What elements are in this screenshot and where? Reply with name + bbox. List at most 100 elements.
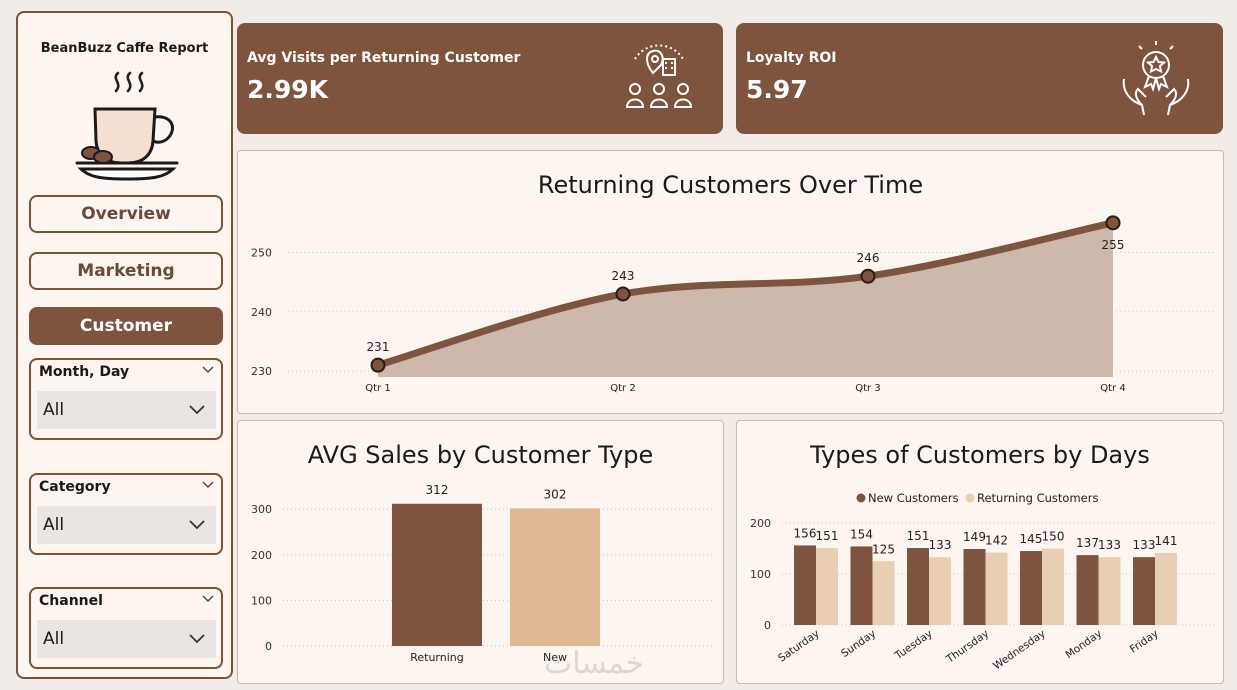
bar bbox=[510, 508, 600, 646]
bar bbox=[1133, 557, 1155, 625]
data-label: 125 bbox=[872, 542, 895, 556]
chevron-down-icon bbox=[189, 405, 205, 415]
data-point bbox=[370, 357, 386, 373]
legend-marker bbox=[856, 493, 866, 503]
chart-title: Types of Customers by Days bbox=[810, 441, 1150, 469]
y-tick-label: 0 bbox=[265, 640, 272, 653]
bar bbox=[392, 503, 482, 646]
x-tick-label: Qtr 3 bbox=[855, 383, 880, 394]
bar bbox=[1155, 553, 1177, 625]
x-tick-label: Qtr 2 bbox=[610, 383, 635, 394]
chevron-down-icon bbox=[189, 634, 205, 644]
clustered-bar-chart: 0 100 200 New Customers Returning Customers 1… bbox=[750, 491, 1215, 673]
kpi-label: Loyalty ROI bbox=[746, 50, 837, 66]
x-tick-label: Saturday bbox=[776, 628, 822, 665]
bar bbox=[963, 549, 986, 625]
bar bbox=[872, 561, 895, 625]
data-label: 151 bbox=[816, 529, 839, 543]
data-label: 231 bbox=[367, 340, 390, 354]
data-label: 142 bbox=[985, 534, 1008, 548]
bar bbox=[850, 546, 873, 625]
chevron-down-icon[interactable] bbox=[201, 364, 215, 376]
data-point bbox=[615, 286, 631, 302]
data-label: 302 bbox=[544, 487, 567, 501]
bar bbox=[1042, 548, 1064, 625]
x-tick-label: Tuesday bbox=[892, 628, 935, 663]
nav-overview-button[interactable]: Overview bbox=[29, 195, 223, 233]
dropdown-value: All bbox=[43, 515, 65, 535]
bar-chart: 0 100 200 300 312 Returning 302 New bbox=[251, 483, 713, 664]
watermark: خمسات bbox=[544, 646, 645, 681]
nav-marketing-button[interactable]: Marketing bbox=[29, 252, 223, 290]
kpi-value: 2.99K bbox=[247, 75, 329, 104]
kpi-value: 5.97 bbox=[746, 75, 808, 104]
legend-label: Returning Customers bbox=[977, 491, 1098, 505]
legend-label: New Customers bbox=[868, 491, 959, 505]
slicer-label: Category bbox=[39, 479, 111, 495]
data-label: 150 bbox=[1042, 530, 1065, 544]
data-label: 149 bbox=[963, 530, 986, 544]
y-tick-label: 200 bbox=[251, 549, 272, 562]
y-tick-label: 250 bbox=[251, 247, 272, 260]
kpi-card-loyalty-roi: Loyalty ROI 5.97 bbox=[736, 23, 1223, 134]
chevron-down-icon[interactable] bbox=[201, 593, 215, 605]
data-label: 133 bbox=[1098, 538, 1121, 552]
data-label: 151 bbox=[907, 529, 930, 543]
data-point bbox=[860, 268, 876, 284]
chart-title: Returning Customers Over Time bbox=[537, 171, 924, 199]
y-tick-label: 200 bbox=[750, 517, 771, 530]
data-label: 312 bbox=[426, 483, 449, 497]
report-title: BeanBuzz Caffe Report bbox=[40, 41, 209, 56]
slicer-month-day: Month, Day All bbox=[29, 358, 223, 440]
bar bbox=[929, 557, 951, 625]
data-label: 156 bbox=[794, 526, 817, 540]
bar bbox=[907, 547, 929, 625]
slicer-channel: Channel All bbox=[29, 587, 223, 669]
channel-dropdown[interactable]: All bbox=[37, 620, 216, 658]
bar bbox=[816, 547, 838, 625]
panel-customers-by-days: Types of Customers by Days 0 100 200 New Cu… bbox=[736, 420, 1224, 684]
month-day-dropdown[interactable]: All bbox=[37, 391, 216, 429]
nav-customer-button[interactable]: Customer bbox=[29, 307, 223, 345]
coffee-cup-icon bbox=[75, 71, 179, 181]
legend-marker bbox=[965, 493, 975, 503]
x-tick-label: Thursday bbox=[944, 628, 992, 666]
dropdown-value: All bbox=[43, 400, 65, 420]
panel-avg-sales: AVG Sales by Customer Type 0 100 200 300 312… bbox=[237, 420, 724, 684]
data-label: 255 bbox=[1102, 238, 1125, 252]
y-tick-label: 300 bbox=[251, 503, 272, 516]
kpi-card-avg-visits: Avg Visits per Returning Customer 2.99K bbox=[237, 23, 723, 134]
data-label: 133 bbox=[1133, 538, 1156, 552]
data-label: 133 bbox=[929, 538, 952, 552]
x-tick-label: Qtr 1 bbox=[365, 383, 390, 394]
bar bbox=[1098, 557, 1121, 625]
kpi-label: Avg Visits per Returning Customer bbox=[247, 50, 521, 66]
y-tick-label: 0 bbox=[764, 619, 771, 632]
data-label: 154 bbox=[850, 527, 873, 541]
x-tick-label: Returning bbox=[410, 651, 464, 664]
panel-returning-over-time: Returning Customers Over Time 230 240 250 2… bbox=[237, 150, 1224, 414]
chevron-down-icon bbox=[189, 520, 205, 530]
data-label: 246 bbox=[857, 251, 880, 265]
chevron-down-icon[interactable] bbox=[201, 479, 215, 491]
dropdown-value: All bbox=[43, 629, 65, 649]
bar bbox=[794, 545, 816, 625]
x-tick-label: Friday bbox=[1128, 628, 1161, 656]
area-fill bbox=[378, 222, 1113, 377]
bar bbox=[1020, 551, 1042, 625]
x-tick-label: Wednesday bbox=[991, 628, 1048, 673]
x-tick-label: Sunday bbox=[839, 628, 878, 660]
slicer-category: Category All bbox=[29, 473, 223, 555]
data-label: 243 bbox=[612, 269, 635, 283]
data-label: 145 bbox=[1020, 532, 1043, 546]
bar bbox=[985, 552, 1008, 625]
x-tick-label: New bbox=[543, 651, 567, 664]
bar bbox=[1076, 555, 1099, 625]
area-chart: 230 240 250 231 Qtr 1 243 Qtr 2 246 Qtr 3 255 Qtr … bbox=[251, 215, 1213, 394]
category-dropdown[interactable]: All bbox=[37, 506, 216, 544]
award-hands-icon bbox=[1122, 41, 1190, 116]
series-line bbox=[374, 219, 1117, 369]
y-tick-label: 230 bbox=[251, 365, 272, 378]
data-label: 137 bbox=[1076, 536, 1099, 550]
y-tick-label: 100 bbox=[750, 568, 771, 581]
